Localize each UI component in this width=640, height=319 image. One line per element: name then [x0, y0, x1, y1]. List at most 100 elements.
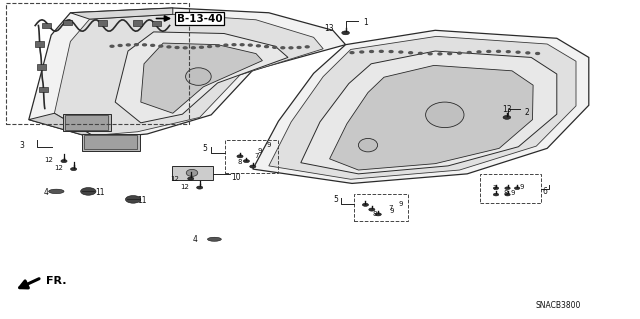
FancyBboxPatch shape: [172, 166, 213, 180]
Text: 12: 12: [180, 184, 189, 190]
Polygon shape: [54, 14, 323, 136]
Circle shape: [380, 50, 383, 52]
Polygon shape: [115, 32, 288, 123]
Text: B-13-40: B-13-40: [177, 13, 222, 24]
Circle shape: [175, 47, 179, 48]
Circle shape: [493, 187, 499, 189]
Text: 12: 12: [54, 166, 63, 171]
Bar: [39, 87, 48, 92]
Ellipse shape: [186, 169, 198, 176]
Text: 11: 11: [95, 188, 104, 197]
Circle shape: [448, 53, 452, 55]
FancyBboxPatch shape: [63, 114, 111, 131]
Text: 13: 13: [324, 24, 334, 33]
Circle shape: [438, 53, 442, 55]
Text: 10: 10: [232, 173, 241, 182]
Bar: [354, 194, 408, 221]
Circle shape: [297, 47, 301, 48]
Circle shape: [191, 47, 195, 49]
Circle shape: [250, 165, 256, 168]
Text: 9: 9: [266, 142, 271, 148]
Circle shape: [243, 160, 250, 163]
Text: 11: 11: [138, 196, 147, 204]
Circle shape: [257, 45, 260, 47]
Circle shape: [159, 45, 163, 47]
Text: 8: 8: [237, 159, 242, 165]
Circle shape: [369, 208, 375, 211]
Circle shape: [264, 46, 268, 48]
Circle shape: [477, 51, 481, 53]
Circle shape: [81, 188, 96, 195]
Circle shape: [370, 50, 374, 52]
Text: 5: 5: [202, 144, 207, 153]
Polygon shape: [253, 30, 589, 183]
Circle shape: [516, 51, 520, 53]
Circle shape: [515, 187, 520, 189]
Ellipse shape: [186, 68, 211, 85]
Circle shape: [305, 46, 309, 48]
Circle shape: [126, 44, 130, 46]
Polygon shape: [301, 51, 557, 174]
Circle shape: [143, 44, 147, 46]
FancyBboxPatch shape: [84, 135, 137, 149]
Circle shape: [389, 51, 393, 53]
Circle shape: [458, 52, 461, 54]
Circle shape: [134, 44, 138, 46]
Text: 1: 1: [363, 18, 367, 27]
Text: SNACB3800: SNACB3800: [536, 301, 580, 310]
Bar: [133, 20, 142, 26]
Ellipse shape: [426, 102, 464, 128]
Text: 3: 3: [19, 141, 24, 150]
Text: 9: 9: [510, 190, 515, 196]
Circle shape: [183, 47, 187, 49]
Bar: [98, 20, 107, 26]
Polygon shape: [269, 36, 576, 179]
Circle shape: [200, 46, 204, 48]
Bar: [152, 21, 161, 26]
Text: 13: 13: [502, 105, 512, 114]
Bar: [37, 64, 46, 70]
Circle shape: [409, 52, 413, 54]
Circle shape: [125, 196, 141, 203]
Circle shape: [360, 51, 364, 53]
Circle shape: [526, 52, 530, 54]
Circle shape: [61, 160, 67, 163]
Bar: [35, 41, 44, 47]
Circle shape: [399, 51, 403, 53]
Bar: [6, 3, 189, 124]
Circle shape: [118, 45, 122, 47]
Text: 9: 9: [520, 184, 524, 189]
Polygon shape: [29, 113, 96, 139]
FancyBboxPatch shape: [82, 134, 140, 151]
Text: 9: 9: [257, 148, 262, 154]
Ellipse shape: [49, 189, 64, 194]
Text: 4: 4: [43, 188, 48, 197]
Text: 5: 5: [333, 195, 338, 204]
Circle shape: [493, 193, 499, 196]
Circle shape: [281, 47, 285, 49]
Circle shape: [506, 51, 510, 53]
Text: 2: 2: [525, 108, 529, 117]
Text: 9: 9: [398, 201, 403, 207]
Circle shape: [536, 53, 540, 55]
Circle shape: [289, 47, 293, 49]
Bar: [225, 140, 278, 173]
Bar: [63, 20, 72, 25]
Text: 12: 12: [44, 157, 53, 163]
Circle shape: [350, 52, 354, 54]
Circle shape: [237, 155, 243, 158]
Circle shape: [503, 115, 511, 119]
Circle shape: [224, 44, 228, 46]
Ellipse shape: [358, 138, 378, 152]
Circle shape: [419, 52, 422, 54]
Circle shape: [248, 44, 252, 46]
Circle shape: [188, 177, 194, 180]
Polygon shape: [70, 8, 173, 19]
Circle shape: [375, 213, 381, 216]
Polygon shape: [330, 65, 533, 170]
Text: 8: 8: [504, 190, 508, 196]
Circle shape: [70, 167, 77, 171]
Circle shape: [505, 193, 510, 196]
Polygon shape: [141, 43, 262, 113]
Text: FR.: FR.: [46, 276, 67, 286]
